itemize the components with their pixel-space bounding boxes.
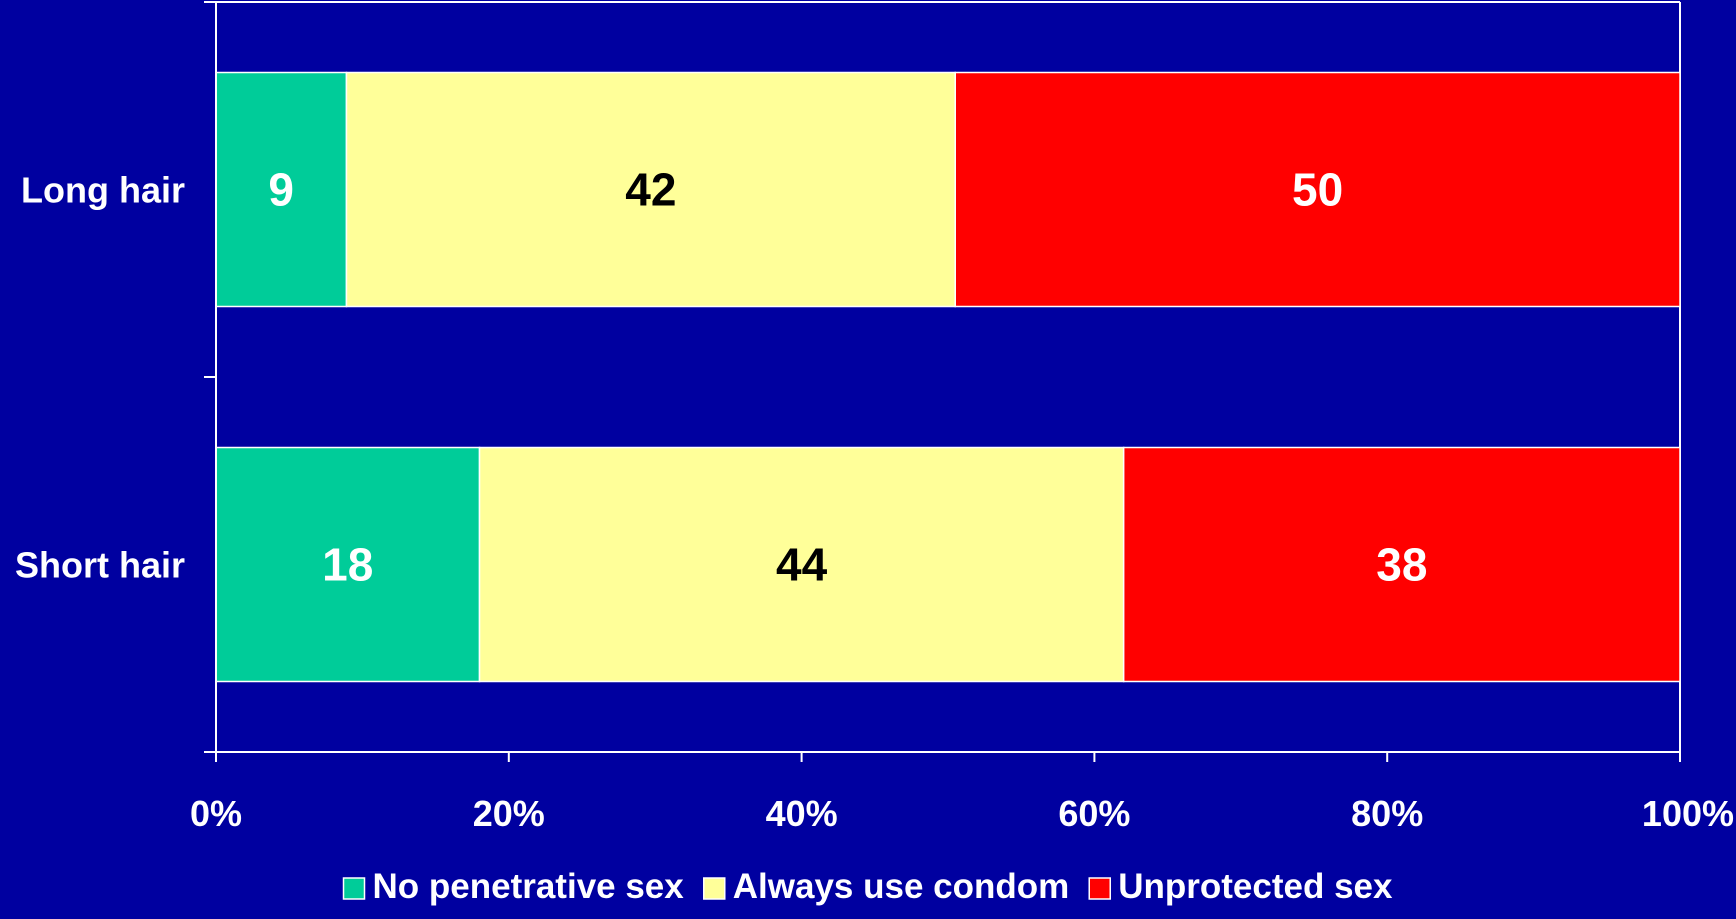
legend-item-1: No penetrative sex xyxy=(342,867,685,906)
data-label-2-2: 44 xyxy=(776,539,828,591)
legend-swatch-3 xyxy=(1088,877,1111,900)
legend-label-1: No penetrative sex xyxy=(373,867,685,906)
legend-swatch-1 xyxy=(342,877,366,900)
legend-swatch-2 xyxy=(703,877,726,900)
x-tick-label-2: 20% xyxy=(473,793,545,834)
data-label-1-2: 42 xyxy=(625,164,676,216)
legend-item-2: Always use condom xyxy=(703,867,1069,906)
x-tick-label-5: 80% xyxy=(1351,793,1423,834)
data-label-2-1: 18 xyxy=(322,539,373,591)
bar-segments: 9 42 50 18 44 38 xyxy=(215,71,1681,683)
data-label-2-3: 38 xyxy=(1376,539,1427,591)
legend-item-3: Unprotected sex xyxy=(1088,867,1393,906)
legend-label-3: Unprotected sex xyxy=(1118,867,1393,906)
category-label-2: Short hair xyxy=(15,545,185,586)
data-label-1-1: 9 xyxy=(268,164,294,216)
x-tick-label-1: 0% xyxy=(190,793,242,834)
bar-2-3 xyxy=(1122,446,1681,683)
x-tick-label-3: 40% xyxy=(766,793,838,834)
legend-label-2: Always use condom xyxy=(733,867,1069,906)
x-tick-label-4: 60% xyxy=(1058,793,1130,834)
axes: Long hair Short hair 0% 20% 40% 60% 80% 100% xyxy=(15,1,1734,834)
x-tick-label-6: 100% xyxy=(1642,793,1734,834)
data-label-1-3: 50 xyxy=(1292,164,1343,216)
legend: No penetrative sex Always use condom Unpro… xyxy=(342,867,1393,906)
bar-1-3 xyxy=(954,71,1681,308)
bar-2-1 xyxy=(215,446,481,683)
bar-1-2 xyxy=(345,71,956,308)
category-label-1: Long hair xyxy=(21,170,185,211)
